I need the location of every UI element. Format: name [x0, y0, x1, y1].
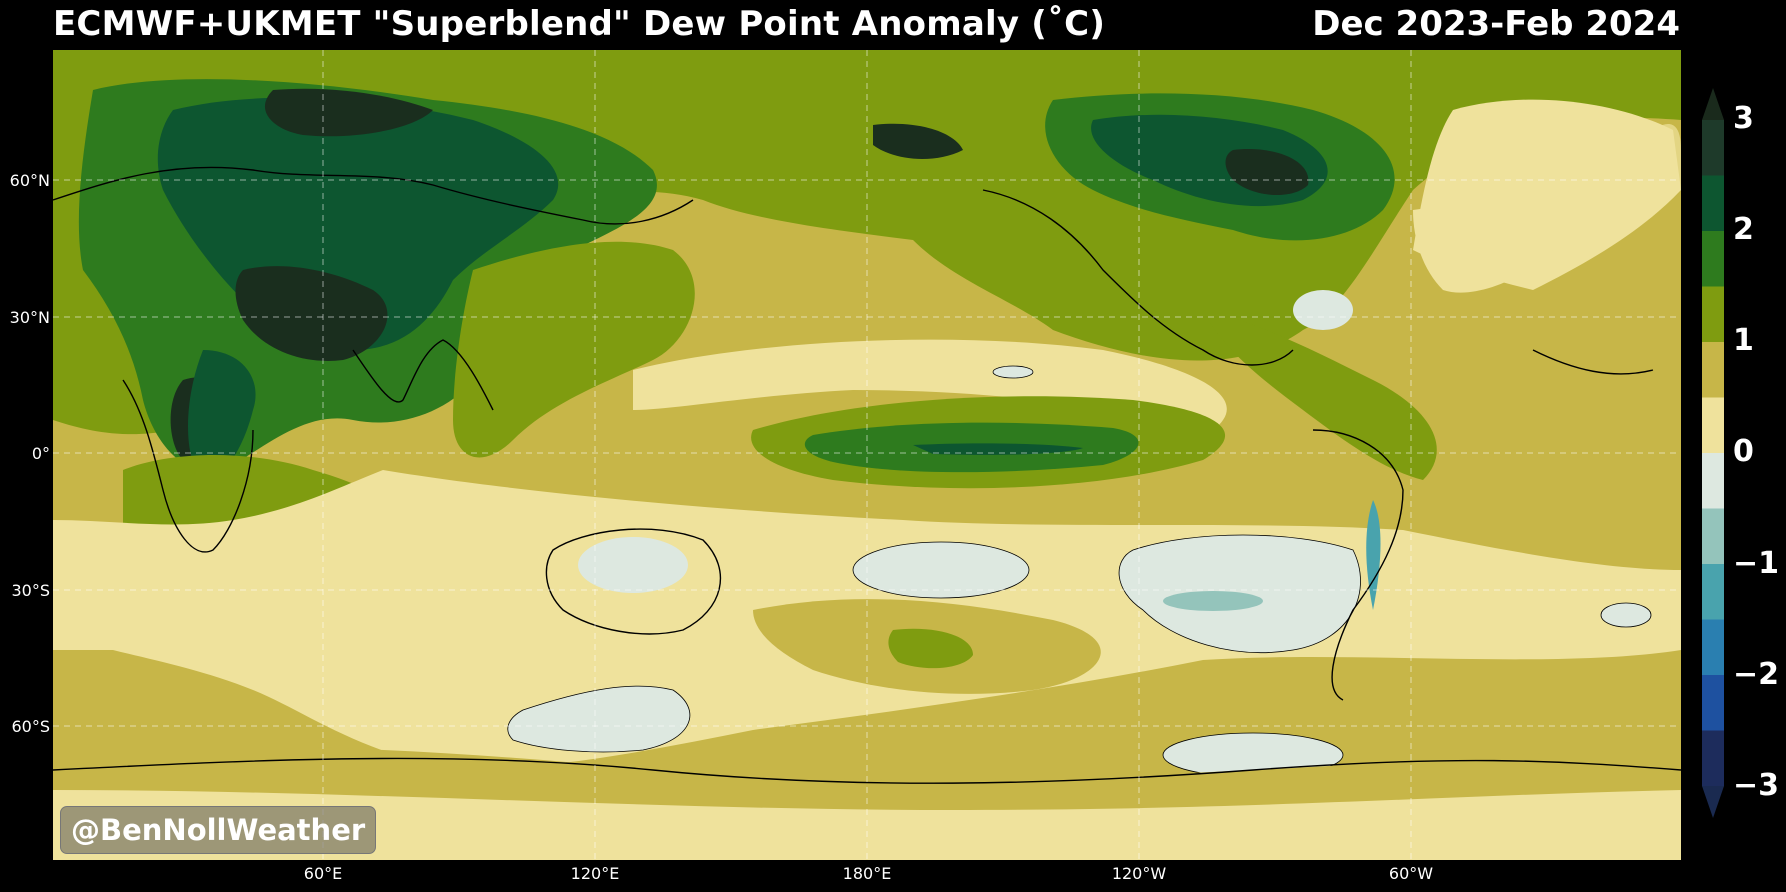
colorbar-band — [1702, 342, 1724, 398]
lat-label-equator: 0° — [31, 444, 50, 463]
colorbar-tick-minus-2: −2 — [1733, 657, 1780, 692]
south-pacific-green-patch — [888, 628, 973, 669]
alaska-strong-positive — [873, 123, 963, 160]
se-pacific-slight-negative — [1163, 591, 1263, 611]
equatorial-pacific-high — [913, 443, 1083, 455]
sw-pacific-negative — [852, 541, 1030, 599]
colorbar-band — [1702, 175, 1724, 232]
lat-label-60s: 60°S — [11, 717, 50, 736]
south-pacific-pale — [633, 339, 1227, 430]
colorbar-band — [1702, 730, 1724, 787]
siberia-strong-positive — [264, 88, 433, 137]
southern-ocean-negative — [507, 685, 691, 753]
graticule — [53, 50, 1681, 860]
lat-label-60n: 60°N — [9, 171, 50, 190]
lat-label-30s: 30°S — [11, 581, 50, 600]
colorbar-band — [1702, 231, 1724, 287]
colorbar-band — [1702, 619, 1724, 676]
north-america-strong-positive — [1225, 149, 1309, 196]
colorbar-tick-2: 2 — [1733, 212, 1754, 247]
anomaly-map — [53, 50, 1681, 860]
colorbar-tick-minus-1: −1 — [1733, 546, 1780, 581]
australia-negative — [578, 537, 688, 593]
watermark: @BenNollWeather — [60, 806, 377, 854]
colorbar-tick-minus-3: −3 — [1733, 768, 1780, 803]
colorbar-band — [1702, 675, 1724, 731]
lon-label-60e: 60°E — [303, 864, 343, 883]
central-america-positive — [1203, 310, 1437, 480]
lon-label-120w: 120°W — [1111, 864, 1167, 883]
arabia-high-positive — [188, 350, 256, 480]
period-label: Dec 2023-Feb 2024 — [1312, 4, 1680, 44]
colorbar-tick-0: 0 — [1733, 434, 1754, 469]
lon-label-60w: 60°W — [1388, 864, 1434, 883]
colorbar-tick-1: 1 — [1733, 323, 1754, 358]
lat-label-30n: 30°N — [9, 308, 50, 327]
colorbar-band — [1702, 564, 1724, 620]
colorbar-band — [1702, 453, 1724, 509]
colorbar-tick-3: 3 — [1733, 101, 1754, 136]
lon-label-180e: 180°E — [842, 864, 892, 883]
colorbar-band — [1702, 120, 1724, 176]
ne-pacific-pale — [1413, 207, 1553, 293]
colorbar-extend-top — [1702, 88, 1724, 120]
hawaii-negative — [992, 365, 1034, 379]
colorbar — [1702, 88, 1724, 818]
colorbar-bands — [1702, 88, 1724, 818]
south-atlantic-negative — [1600, 602, 1652, 628]
chart-title: ECMWF+UKMET "Superblend" Dew Point Anoma… — [53, 4, 1106, 44]
tibet-strong-positive — [235, 266, 388, 361]
lon-label-120e: 120°E — [570, 864, 620, 883]
colorbar-band — [1702, 286, 1724, 343]
us-southeast-negative — [1293, 290, 1353, 330]
andes-negative — [1366, 500, 1381, 610]
north-africa-pale — [1653, 124, 1681, 190]
west-pacific-positive — [453, 241, 695, 458]
colorbar-extend-bottom — [1702, 786, 1724, 818]
coastlines — [53, 166, 1681, 784]
colorbar-band — [1702, 508, 1724, 565]
colorbar-band — [1702, 397, 1724, 454]
